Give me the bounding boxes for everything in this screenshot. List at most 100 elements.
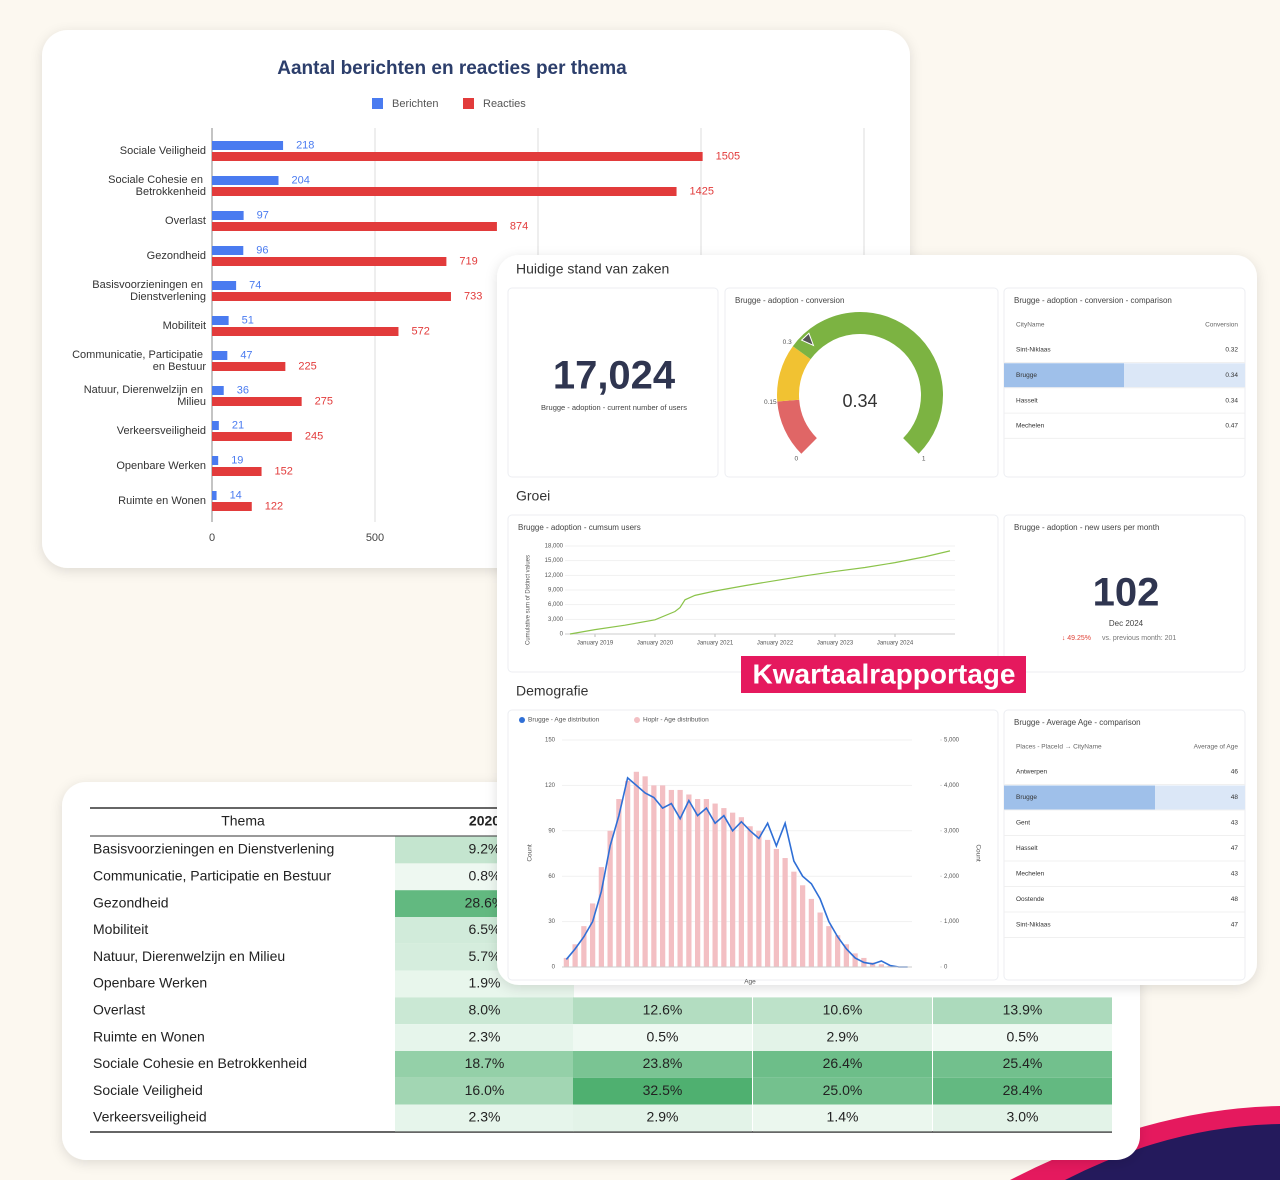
value-label: 275 — [315, 395, 333, 407]
row-label: Gezondheid — [93, 894, 169, 910]
y2-tick-label: 0 — [944, 965, 948, 971]
x-tick-label: January 2023 — [817, 641, 854, 647]
table-value: 0.5% — [647, 1028, 679, 1044]
table-value: 2.3% — [469, 1028, 501, 1044]
section-title: Demografie — [516, 683, 589, 699]
bar — [773, 848, 779, 967]
row-label: Oostende — [1016, 896, 1045, 903]
section-title: Groei — [516, 488, 550, 504]
y-tick-label: Mobiliteit — [163, 320, 206, 332]
value-label: 245 — [305, 430, 323, 442]
y2-tick-label: 5,000 — [944, 738, 960, 744]
table-value: 13.9% — [1003, 1002, 1043, 1018]
table-cell — [753, 1051, 932, 1078]
x-tick-label: January 2021 — [697, 641, 734, 647]
value-label: 1425 — [690, 185, 714, 197]
tile — [507, 287, 719, 478]
table-cell — [933, 1104, 1112, 1132]
tile-title: Brugge - adoption - cumsum users — [518, 523, 641, 532]
y2-axis-title: Count — [974, 844, 981, 862]
column-header: Thema — [221, 813, 265, 829]
bar — [212, 292, 451, 301]
row-label: Openbare Werken — [93, 975, 207, 991]
row-value: 48 — [1231, 794, 1239, 801]
tile-title: Brugge - Average Age - comparison — [1014, 718, 1141, 727]
value-label: 14 — [230, 489, 242, 501]
table-cell — [573, 1104, 752, 1132]
bar — [616, 799, 622, 967]
table-cell — [573, 997, 752, 1025]
table-value: 18.7% — [465, 1055, 505, 1071]
x-tick-label: January 2022 — [757, 641, 794, 647]
table-value: 0.8% — [469, 868, 501, 884]
table-value: 28.4% — [1003, 1082, 1043, 1098]
y-tick-label: Verkeersveiligheid — [117, 425, 206, 437]
value-label: 225 — [298, 360, 316, 372]
bar — [212, 246, 244, 255]
bar — [686, 794, 692, 967]
y-tick-label: Basisvoorzieningen en Dienstverlening — [92, 279, 206, 303]
gauge-tick-label: 0.15 — [764, 399, 777, 406]
bar — [212, 362, 286, 371]
table-cell — [395, 997, 574, 1025]
row-label: Overlast — [93, 1002, 145, 1018]
chart-title: Aantal berichten en reacties per thema — [277, 58, 627, 79]
value-label: 122 — [265, 500, 283, 512]
y-tick-label: Openbare Werken — [116, 460, 206, 472]
kpi-caption: Brugge - adoption - current number of us… — [541, 403, 687, 412]
row-value: 48 — [1231, 896, 1239, 903]
bar — [572, 944, 578, 967]
bar — [712, 803, 718, 967]
bar — [651, 785, 657, 967]
value-label: 36 — [237, 384, 249, 396]
column-header: Average of Age — [1194, 744, 1239, 751]
line — [569, 550, 951, 635]
column-header: CityName — [1016, 322, 1045, 329]
bar — [212, 467, 262, 476]
row-label: Communicatie, Participatie en Bestuur — [93, 868, 331, 884]
table-cell — [933, 1024, 1112, 1051]
bar — [212, 327, 399, 336]
x-tick-label: January 2024 — [877, 641, 914, 647]
row-label: Hasselt — [1016, 845, 1038, 852]
bar — [808, 898, 814, 967]
y-tick-label: 6,000 — [548, 602, 564, 608]
row-label: Brugge — [1016, 372, 1037, 379]
bar — [212, 351, 228, 360]
bar — [212, 141, 284, 150]
column-header: Conversion — [1205, 322, 1238, 329]
y-tick-label: 15,000 — [545, 558, 564, 564]
value-label: 204 — [292, 174, 310, 186]
row-label: Mobiliteit — [93, 921, 148, 937]
bar — [668, 789, 674, 967]
row-value: 0.47 — [1225, 423, 1238, 430]
y-tick-label: 60 — [548, 874, 555, 880]
table-value: 23.8% — [643, 1055, 683, 1071]
y-tick-label: 3,000 — [548, 617, 564, 623]
bar — [878, 964, 884, 967]
table-value: 26.4% — [823, 1055, 863, 1071]
table-cell — [753, 997, 932, 1025]
kpi-change: ↓ 49.25% — [1062, 635, 1091, 642]
table-cell — [753, 1024, 932, 1051]
y-tick-label: 12,000 — [545, 573, 564, 579]
tile-title: Brugge - adoption - conversion - compari… — [1014, 296, 1172, 305]
gauge-band — [777, 399, 818, 454]
bar — [756, 830, 762, 967]
table-value: 12.6% — [643, 1002, 683, 1018]
table-value: 9.2% — [469, 841, 501, 857]
value-label: 51 — [242, 314, 254, 326]
value-label: 719 — [459, 255, 477, 267]
bar — [212, 222, 497, 231]
gauge-band — [792, 312, 943, 454]
value-label: 874 — [510, 220, 528, 232]
bar — [826, 926, 832, 967]
table-value: 28.6% — [465, 894, 505, 910]
value-label: 97 — [257, 209, 269, 221]
table-cell — [395, 1104, 574, 1132]
bar — [212, 421, 219, 430]
kpi-value: 102 — [1093, 571, 1160, 615]
table-cell — [573, 1024, 752, 1051]
bar — [212, 257, 447, 266]
legend-swatch — [463, 98, 474, 109]
